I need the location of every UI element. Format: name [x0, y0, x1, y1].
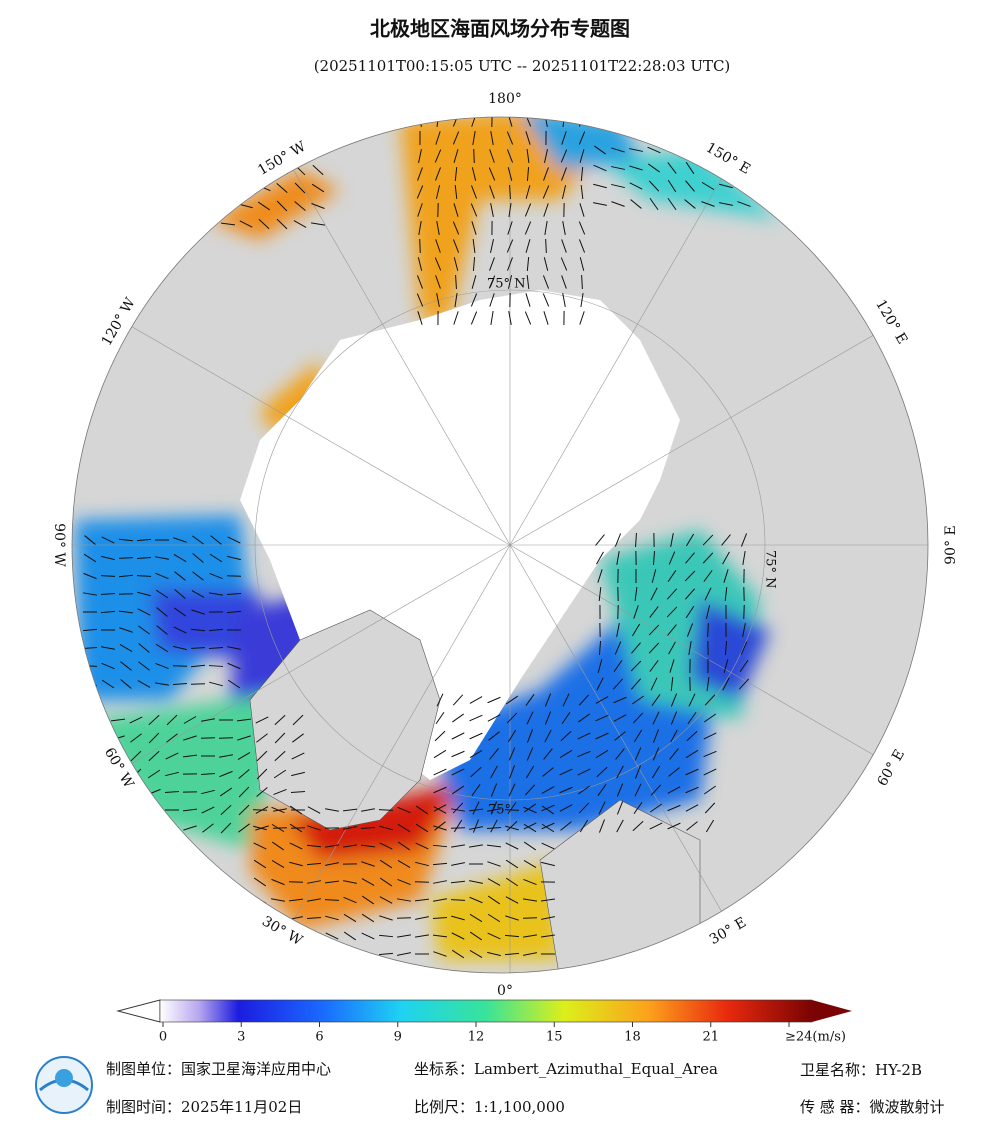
- wind-arrow: [546, 239, 547, 253]
- colorbar-tick-label: 12: [468, 1030, 485, 1045]
- colorbar-under: [118, 1000, 160, 1022]
- lon-label: 90° E: [943, 525, 959, 564]
- wind-arrow: [130, 806, 142, 813]
- wind-arrow: [755, 166, 768, 170]
- lat-label: 75° N: [487, 277, 526, 292]
- wind-arrow: [307, 952, 320, 957]
- footer-sensor: 传 感 器：微波散射计: [800, 1098, 945, 1116]
- wind-arrow: [273, 828, 287, 829]
- logo: [36, 1057, 92, 1113]
- wind-arrow: [420, 239, 421, 253]
- colorbar-tick-label: 9: [394, 1030, 402, 1045]
- wind-arrow: [686, 144, 694, 156]
- wind-arrow: [253, 810, 267, 811]
- wind-arrow: [239, 187, 253, 188]
- wind-arrow: [253, 935, 267, 936]
- wind-arrow: [523, 918, 537, 919]
- wind-arrow: [737, 184, 751, 187]
- wind-arrow: [253, 953, 267, 954]
- colorbar-ramp: [160, 1000, 812, 1022]
- wind-arrow: [307, 935, 321, 937]
- wind-arrow: [101, 576, 115, 577]
- wind-arrow: [119, 594, 133, 595]
- footer-unit: 制图单位：国家卫星海洋应用中心: [106, 1060, 331, 1078]
- wind-arrow: [219, 738, 233, 739]
- wind-arrow: [165, 828, 179, 829]
- colorbar: 0 3 6 9 12 15 18 21 ≥24(m/s): [118, 1000, 852, 1045]
- footer-satellite: 卫星名称：HY-2B: [800, 1061, 922, 1079]
- wind-arrow: [325, 900, 339, 901]
- wind-arrow: [119, 558, 133, 559]
- wind-arrow: [191, 648, 205, 649]
- wind-arrow: [204, 167, 217, 173]
- wind-arrow: [112, 824, 123, 832]
- wind-arrow: [94, 788, 106, 796]
- wind-arrow: [756, 183, 768, 189]
- wind-arrow: [201, 738, 215, 739]
- wind-arrow: [227, 576, 241, 577]
- wind-arrow: [379, 810, 393, 811]
- wind-arrow: [173, 666, 187, 667]
- lon-label: 180°: [488, 91, 522, 107]
- wind-arrow: [291, 828, 305, 829]
- lat-label: 75° N: [763, 550, 778, 589]
- colorbar-tick-label: 21: [702, 1030, 719, 1045]
- lon-label: 120° E: [872, 297, 910, 347]
- wind-arrow: [147, 809, 161, 811]
- wind-arrow: [203, 186, 217, 189]
- lon-label: 90° W: [51, 523, 67, 567]
- wind-arrow: [344, 950, 356, 957]
- map-subtitle: (20251101T00:15:05 UTC -- 20251101T22:28…: [314, 57, 731, 75]
- colorbar-tick-label: 6: [315, 1030, 323, 1045]
- wind-arrow: [737, 148, 750, 152]
- footer-date: 制图时间：2025年11月02日: [106, 1098, 302, 1116]
- wind-arrow: [326, 950, 338, 958]
- wind-arrow: [129, 826, 142, 830]
- lon-label: 0°: [497, 983, 513, 999]
- wind-arrow: [95, 805, 105, 814]
- wind-arrow: [93, 738, 107, 739]
- colorbar-tick-label: 15: [546, 1030, 563, 1045]
- wind-arrow: [131, 787, 142, 796]
- colorbar-over: [812, 1000, 852, 1022]
- wind-arrow: [147, 828, 161, 829]
- wind-arrow: [221, 169, 235, 171]
- wind-arrow: [271, 953, 285, 956]
- lat-label: 75°: [488, 803, 511, 818]
- wind-arrow: [93, 771, 106, 776]
- footer-scale: 比例尺：1:1,100,000: [414, 1098, 565, 1116]
- wind-arrow: [203, 206, 217, 207]
- wind-arrow: [744, 605, 745, 619]
- wind-arrow: [474, 149, 475, 163]
- colorbar-tick-label: 18: [624, 1030, 641, 1045]
- colorbar-tick-label: 0: [159, 1030, 167, 1045]
- map-title: 北极地区海面风场分布专题图: [370, 17, 630, 41]
- wind-arrow: [755, 149, 769, 152]
- colorbar-tick-label: ≥24(m/s): [785, 1030, 846, 1045]
- wind-arrow: [289, 882, 303, 883]
- colorbar-tick-label: 3: [237, 1030, 245, 1045]
- wind-arrow: [95, 823, 105, 833]
- wind-arrow: [113, 805, 123, 815]
- lon-label: 60° E: [874, 747, 908, 789]
- lon-label: 30° E: [707, 914, 749, 948]
- footer-crs: 坐标系：Lambert_Azimuthal_Equal_Area: [414, 1060, 718, 1078]
